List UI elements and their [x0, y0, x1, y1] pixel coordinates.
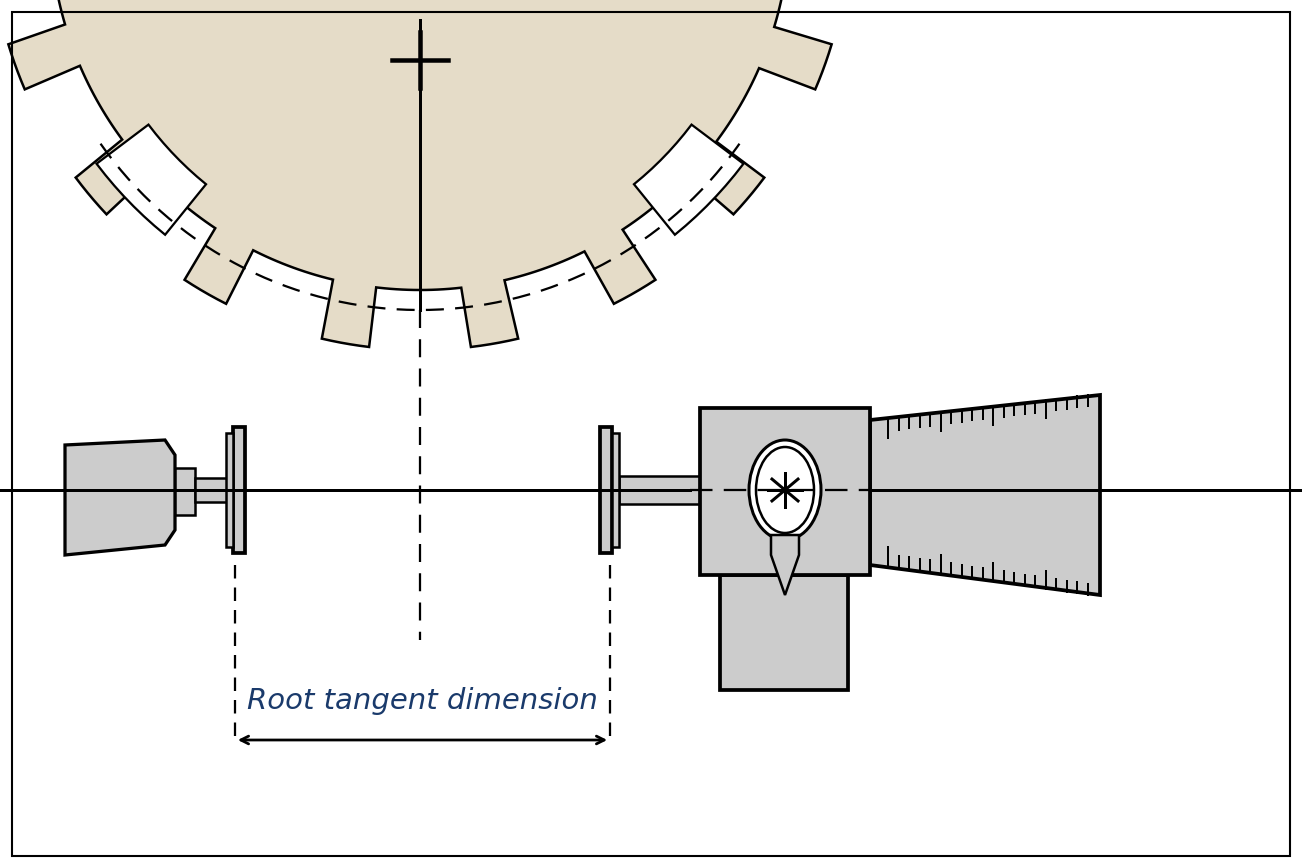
Polygon shape: [96, 125, 206, 234]
Ellipse shape: [749, 440, 822, 540]
Text: Root tangent dimension: Root tangent dimension: [247, 687, 598, 715]
Polygon shape: [174, 468, 195, 515]
Polygon shape: [227, 433, 233, 547]
Bar: [618, 476, 700, 504]
Polygon shape: [771, 535, 799, 595]
Bar: [195, 478, 234, 502]
Polygon shape: [612, 433, 618, 547]
Polygon shape: [600, 427, 612, 553]
Polygon shape: [634, 125, 743, 234]
Polygon shape: [65, 440, 174, 555]
Polygon shape: [870, 395, 1100, 595]
Bar: [720, 575, 848, 690]
Polygon shape: [233, 427, 245, 553]
Polygon shape: [0, 0, 850, 347]
Bar: [700, 408, 870, 575]
